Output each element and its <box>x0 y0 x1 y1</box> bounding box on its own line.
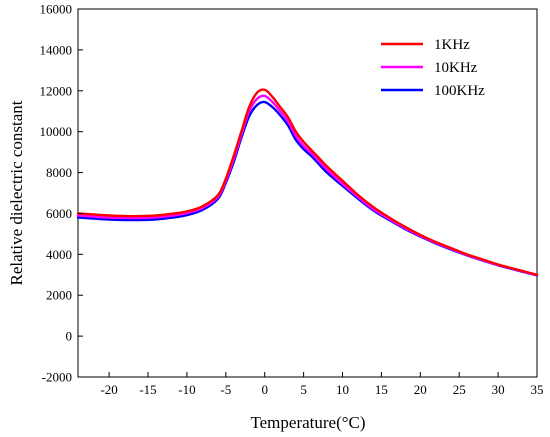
y-axis-ticks: -2000 0 2000 4000 6000 8000 10000 12000 14000 160… <box>40 2 83 385</box>
y-axis-label: Relative dielectric constant <box>7 100 26 285</box>
y-tick-label: 0 <box>66 329 73 344</box>
legend: 1KHz 10KHz 100KHz <box>381 37 485 99</box>
y-tick-label: 8000 <box>46 165 72 180</box>
x-tick-label: 5 <box>300 382 307 397</box>
x-tick-label: -20 <box>100 382 117 397</box>
series-line-1khz <box>76 88 539 276</box>
series-group <box>76 88 539 277</box>
x-tick-label: -10 <box>178 382 195 397</box>
plot-frame <box>77 8 538 378</box>
series-line-100khz <box>76 100 539 277</box>
legend-label-1khz: 1KHz <box>434 37 470 53</box>
y-tick-label: 16000 <box>40 2 73 17</box>
y-tick-label: 4000 <box>46 247 72 262</box>
y-tick-label: 12000 <box>40 83 73 98</box>
series-line-10khz <box>76 94 539 277</box>
x-tick-label: 0 <box>261 382 268 397</box>
x-tick-label: 25 <box>453 382 466 397</box>
legend-label-100khz: 100KHz <box>434 83 485 99</box>
x-tick-label: 35 <box>531 382 544 397</box>
x-axis-label: Temperature(°C) <box>250 413 365 432</box>
y-tick-label: -2000 <box>42 370 72 385</box>
x-tick-label: -5 <box>220 382 231 397</box>
y-tick-label: 10000 <box>40 124 73 139</box>
y-tick-label: 2000 <box>46 288 72 303</box>
y-tick-label: 6000 <box>46 206 72 221</box>
y-tick-label: 14000 <box>40 42 73 57</box>
x-tick-label: -15 <box>139 382 156 397</box>
x-axis-ticks: -20 -15 -10 -5 0 5 10 15 20 25 30 35 <box>100 372 544 397</box>
x-tick-label: 30 <box>492 382 505 397</box>
x-tick-label: 15 <box>375 382 388 397</box>
x-tick-label: 10 <box>336 382 349 397</box>
x-tick-label: 20 <box>414 382 427 397</box>
legend-label-10khz: 10KHz <box>434 60 478 76</box>
plot-border <box>77 8 538 378</box>
